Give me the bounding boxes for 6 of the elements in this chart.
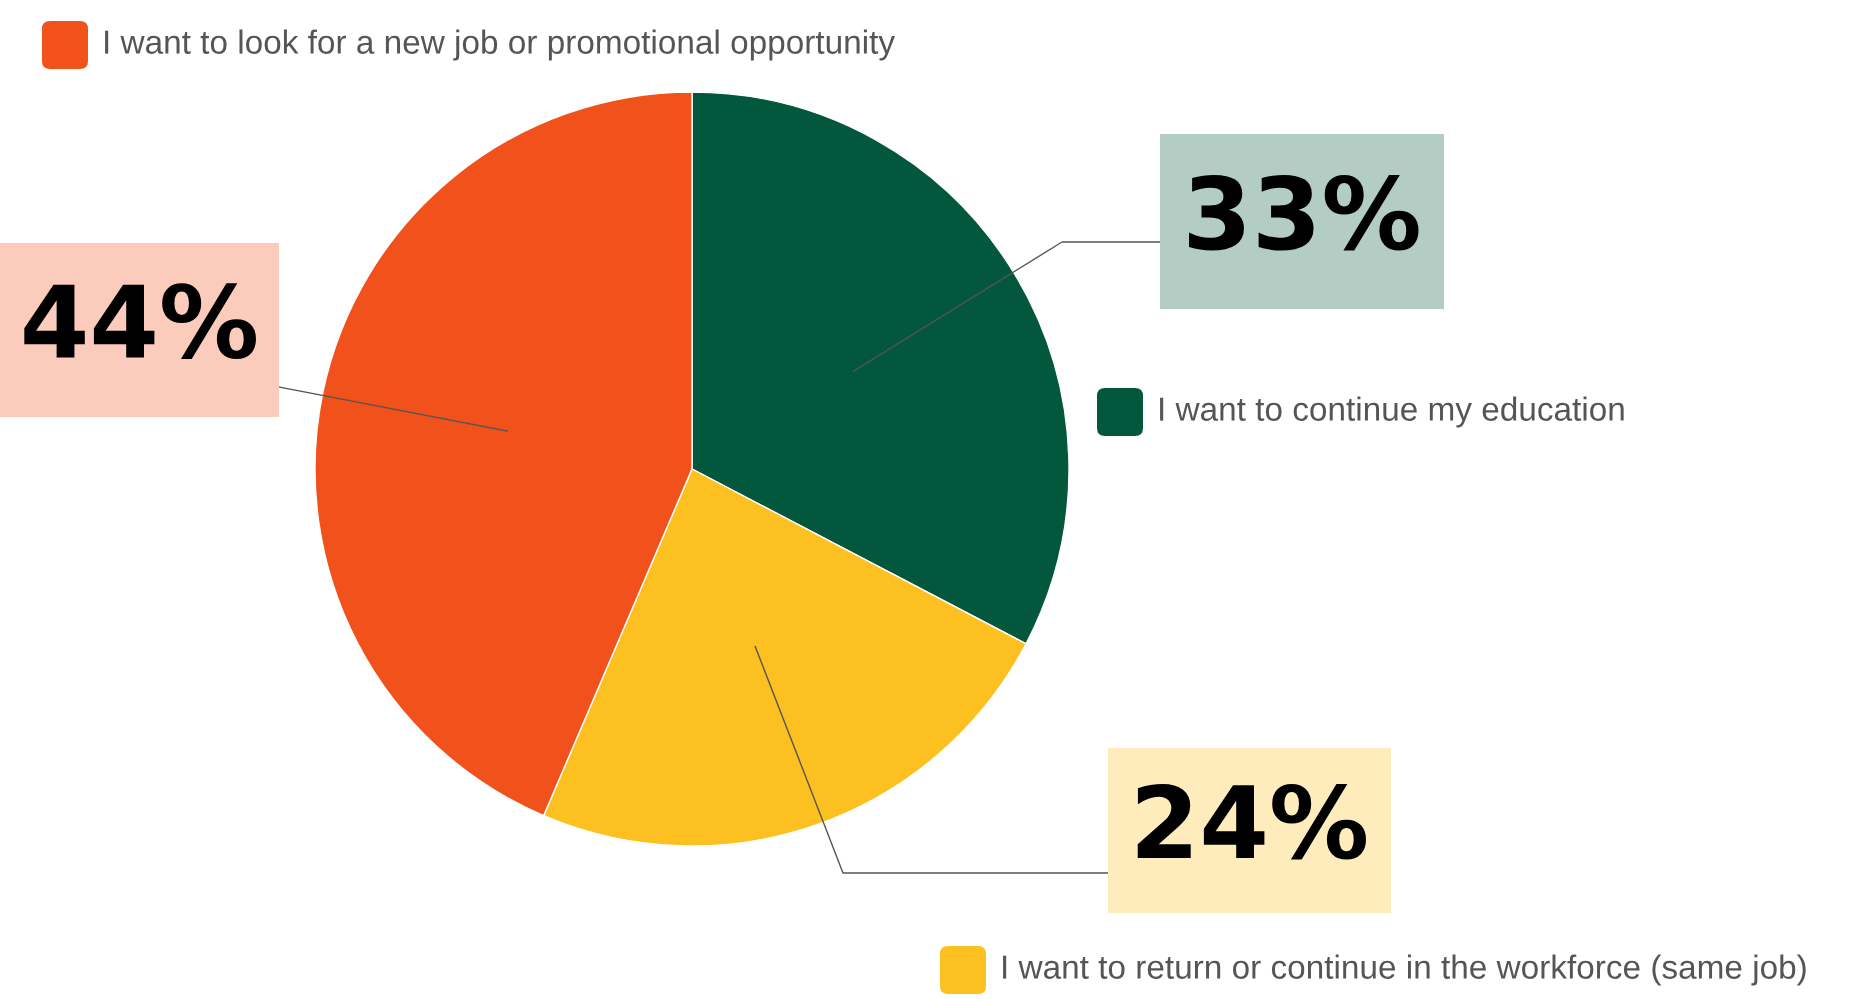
data-label: 44% <box>24 283 256 360</box>
data-label: 24% <box>1137 783 1366 860</box>
legend-label: I want to return or continue in the workforce (same job) <box>1003 954 1806 986</box>
legend-label: I want to continue my education <box>1160 396 1624 428</box>
legend-label: I want to look for a new job or promotional opportunity <box>105 29 895 61</box>
data-label: 33% <box>1189 174 1419 251</box>
